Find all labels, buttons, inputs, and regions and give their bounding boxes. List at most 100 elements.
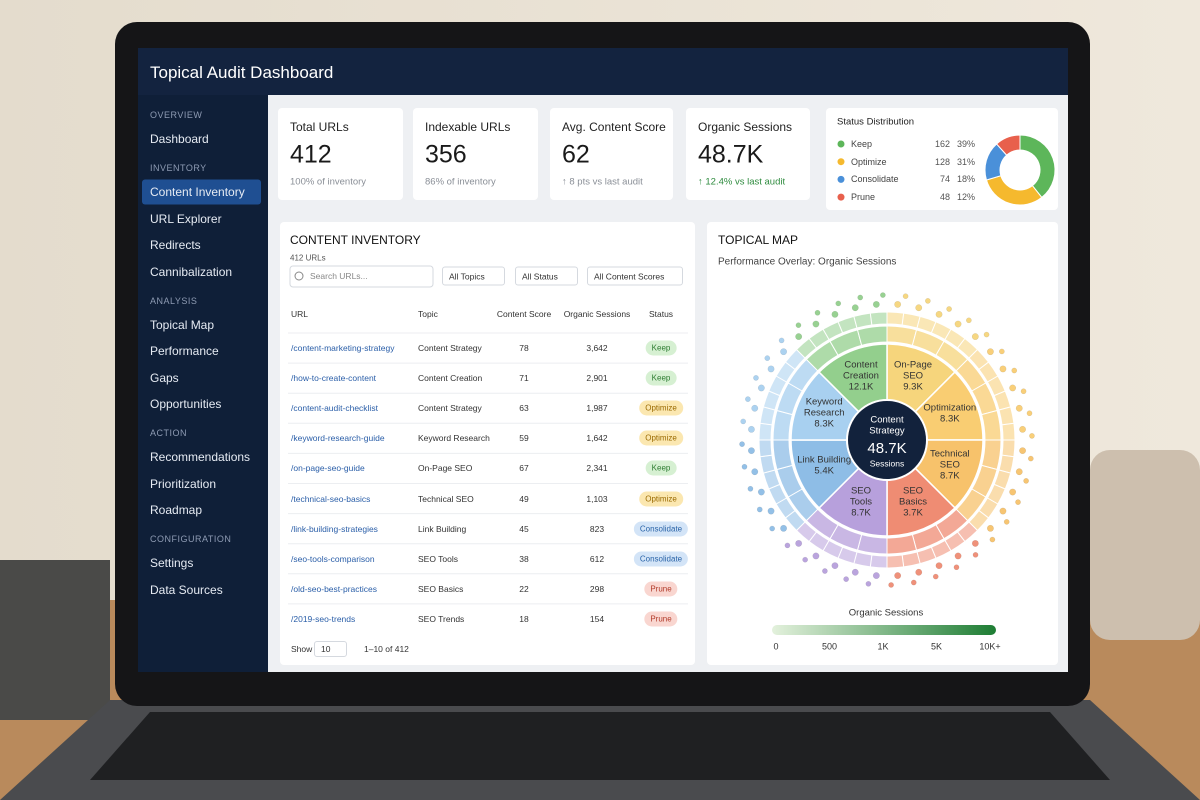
map-dot [1019, 425, 1027, 433]
map-dot [780, 348, 788, 356]
nav-item[interactable]: Settings [150, 556, 194, 570]
kpi-value: 356 [425, 140, 467, 169]
map-dot [935, 562, 943, 570]
map-dot [767, 507, 775, 515]
topic: SEO Trends [418, 613, 465, 624]
legend-label: Optimize [851, 156, 887, 167]
center-label: Content [870, 415, 904, 426]
nav-item[interactable]: Performance [150, 344, 219, 358]
wedge-value: 8.3K [814, 418, 834, 429]
legend-tick: 500 [822, 641, 837, 651]
nav-active-bg [142, 179, 261, 205]
kpi-note: 100% of inventory [290, 176, 367, 188]
url-link: /link-building-strategies [291, 523, 378, 534]
nav-item[interactable]: Recommendations [150, 450, 251, 464]
map-dot [1003, 518, 1010, 525]
wedge-value: 5.4K [814, 466, 834, 477]
wedge-label: Basics [899, 496, 927, 507]
score: 38 [519, 553, 529, 564]
map-dot [915, 304, 923, 312]
nav-item[interactable]: Redirects [150, 238, 201, 252]
map-dot [739, 441, 745, 447]
kpi-note: 86% of inventory [425, 176, 496, 188]
card-title: Status Distribution [837, 116, 915, 128]
topic: Keyword Research [418, 433, 490, 444]
pie-slice [1019, 134, 1056, 199]
wedge-label: Tools [850, 496, 872, 507]
sessions: 1,103 [586, 493, 608, 504]
nav-item[interactable]: URL Explorer [150, 211, 222, 226]
legend-dot [837, 175, 845, 183]
legend-tick: 1K [877, 641, 888, 651]
map-dot [741, 463, 748, 470]
url-link: /technical-seo-basics [291, 493, 371, 504]
nav-item[interactable]: Roadmap [150, 503, 203, 517]
map-dot [999, 507, 1007, 515]
map-dot [965, 317, 972, 324]
map-dot [1029, 433, 1035, 439]
nav-section: OVERVIEW [150, 110, 203, 120]
nav-item[interactable]: Cannibalization [150, 264, 233, 279]
url-link: /content-marketing-strategy [291, 343, 395, 353]
sessions: 612 [589, 553, 605, 564]
topic: Content Strategy [418, 403, 482, 414]
map-dot [935, 310, 943, 318]
wedge-label: Link Building [797, 455, 851, 466]
score: 63 [519, 403, 529, 414]
map-center [846, 399, 928, 481]
percent-label: 12% [956, 192, 975, 203]
filter-dropdown[interactable]: All Content Scores [587, 266, 683, 286]
map-dot [778, 337, 785, 344]
filter-dropdown[interactable]: All Status [515, 266, 578, 286]
map-dot [812, 552, 820, 560]
center-unit: Sessions [870, 458, 905, 468]
panel-subtitle: 412 URLs [290, 253, 326, 263]
map-dot [751, 468, 759, 476]
score: 22 [519, 583, 529, 594]
center-value: 48.7K [867, 440, 906, 457]
percent-label: 39% [956, 139, 975, 149]
nav-section: INVENTORY [150, 163, 207, 173]
map-ring [1001, 439, 1016, 458]
nav-item[interactable]: Data Sources [150, 582, 223, 597]
map-ring [981, 409, 1002, 441]
map-dot [1009, 384, 1017, 392]
column-header: URL [291, 309, 309, 319]
percent-label: 31% [956, 156, 975, 167]
map-dot [998, 348, 1005, 355]
nav-item[interactable]: Topical Map [150, 317, 215, 332]
url-link: /on-page-seo-guide [291, 463, 365, 474]
map-dot [872, 300, 880, 308]
map-dot [932, 573, 939, 580]
page-range: 1–10 of 412 [364, 644, 409, 654]
count: 48 [939, 192, 950, 203]
wedge-label: Research [804, 407, 845, 418]
kpi-note: ↑ 12.4% vs last audit [698, 176, 786, 188]
nav-item[interactable]: Content Inventory [150, 185, 245, 199]
status-pill: Keep [645, 340, 677, 356]
column-header: Organic Sessions [563, 309, 631, 319]
wedge-label: SEO [851, 485, 871, 496]
wedge-label: Keyword [806, 396, 843, 407]
wedge-value: 8.7K [940, 471, 960, 482]
map-dot [780, 524, 788, 532]
status-pill: Consolidate [633, 551, 689, 567]
filter-dropdown[interactable]: All Topics [442, 266, 505, 286]
wedge-label: SEO [903, 371, 923, 382]
search-placeholder[interactable]: Search URLs... [310, 271, 368, 281]
count: 128 [934, 156, 950, 167]
page-size-select[interactable]: 10 [314, 641, 348, 657]
nav-item[interactable]: Gaps [150, 370, 179, 385]
map-ring [901, 551, 921, 568]
pie-slice [985, 175, 1043, 206]
map-dot [753, 375, 759, 381]
nav-item[interactable]: Prioritization [150, 476, 217, 491]
nav-item[interactable]: Dashboard [150, 132, 209, 146]
map-ring [759, 454, 776, 474]
wedge-value: 12.1K [849, 382, 874, 393]
nav-item[interactable]: Opportunities [150, 397, 222, 411]
map-dot [740, 418, 747, 425]
legend-dot [837, 140, 845, 148]
map-dot [1015, 499, 1021, 505]
map-ring [853, 312, 873, 329]
